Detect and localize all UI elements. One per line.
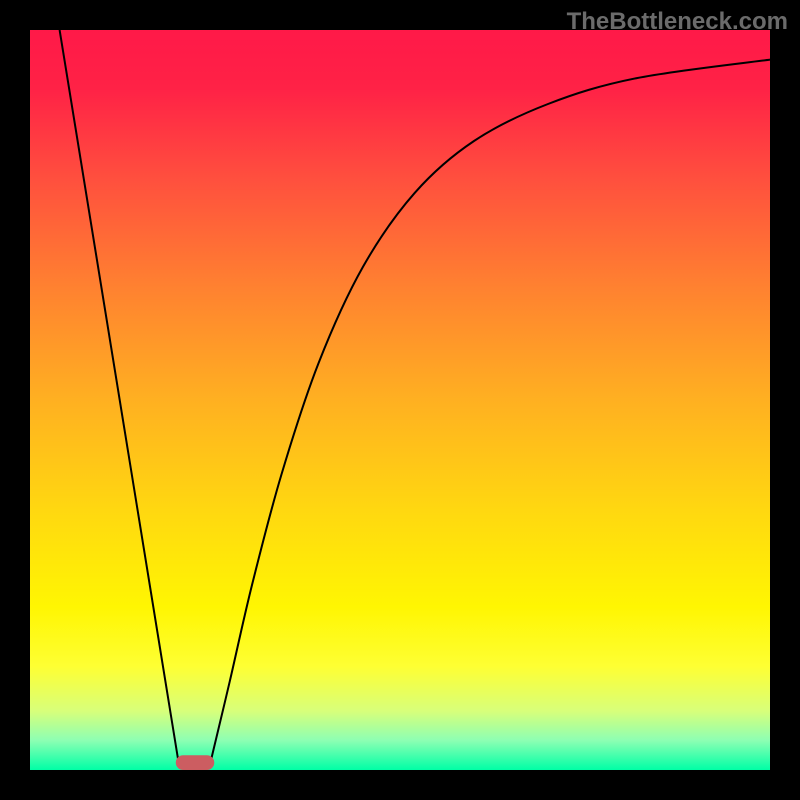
watermark-text: TheBottleneck.com [567, 8, 788, 36]
chart-container: TheBottleneck.com [0, 0, 800, 800]
bottleneck-chart [0, 0, 800, 800]
chart-background [30, 30, 770, 770]
bottleneck-marker [176, 755, 214, 770]
